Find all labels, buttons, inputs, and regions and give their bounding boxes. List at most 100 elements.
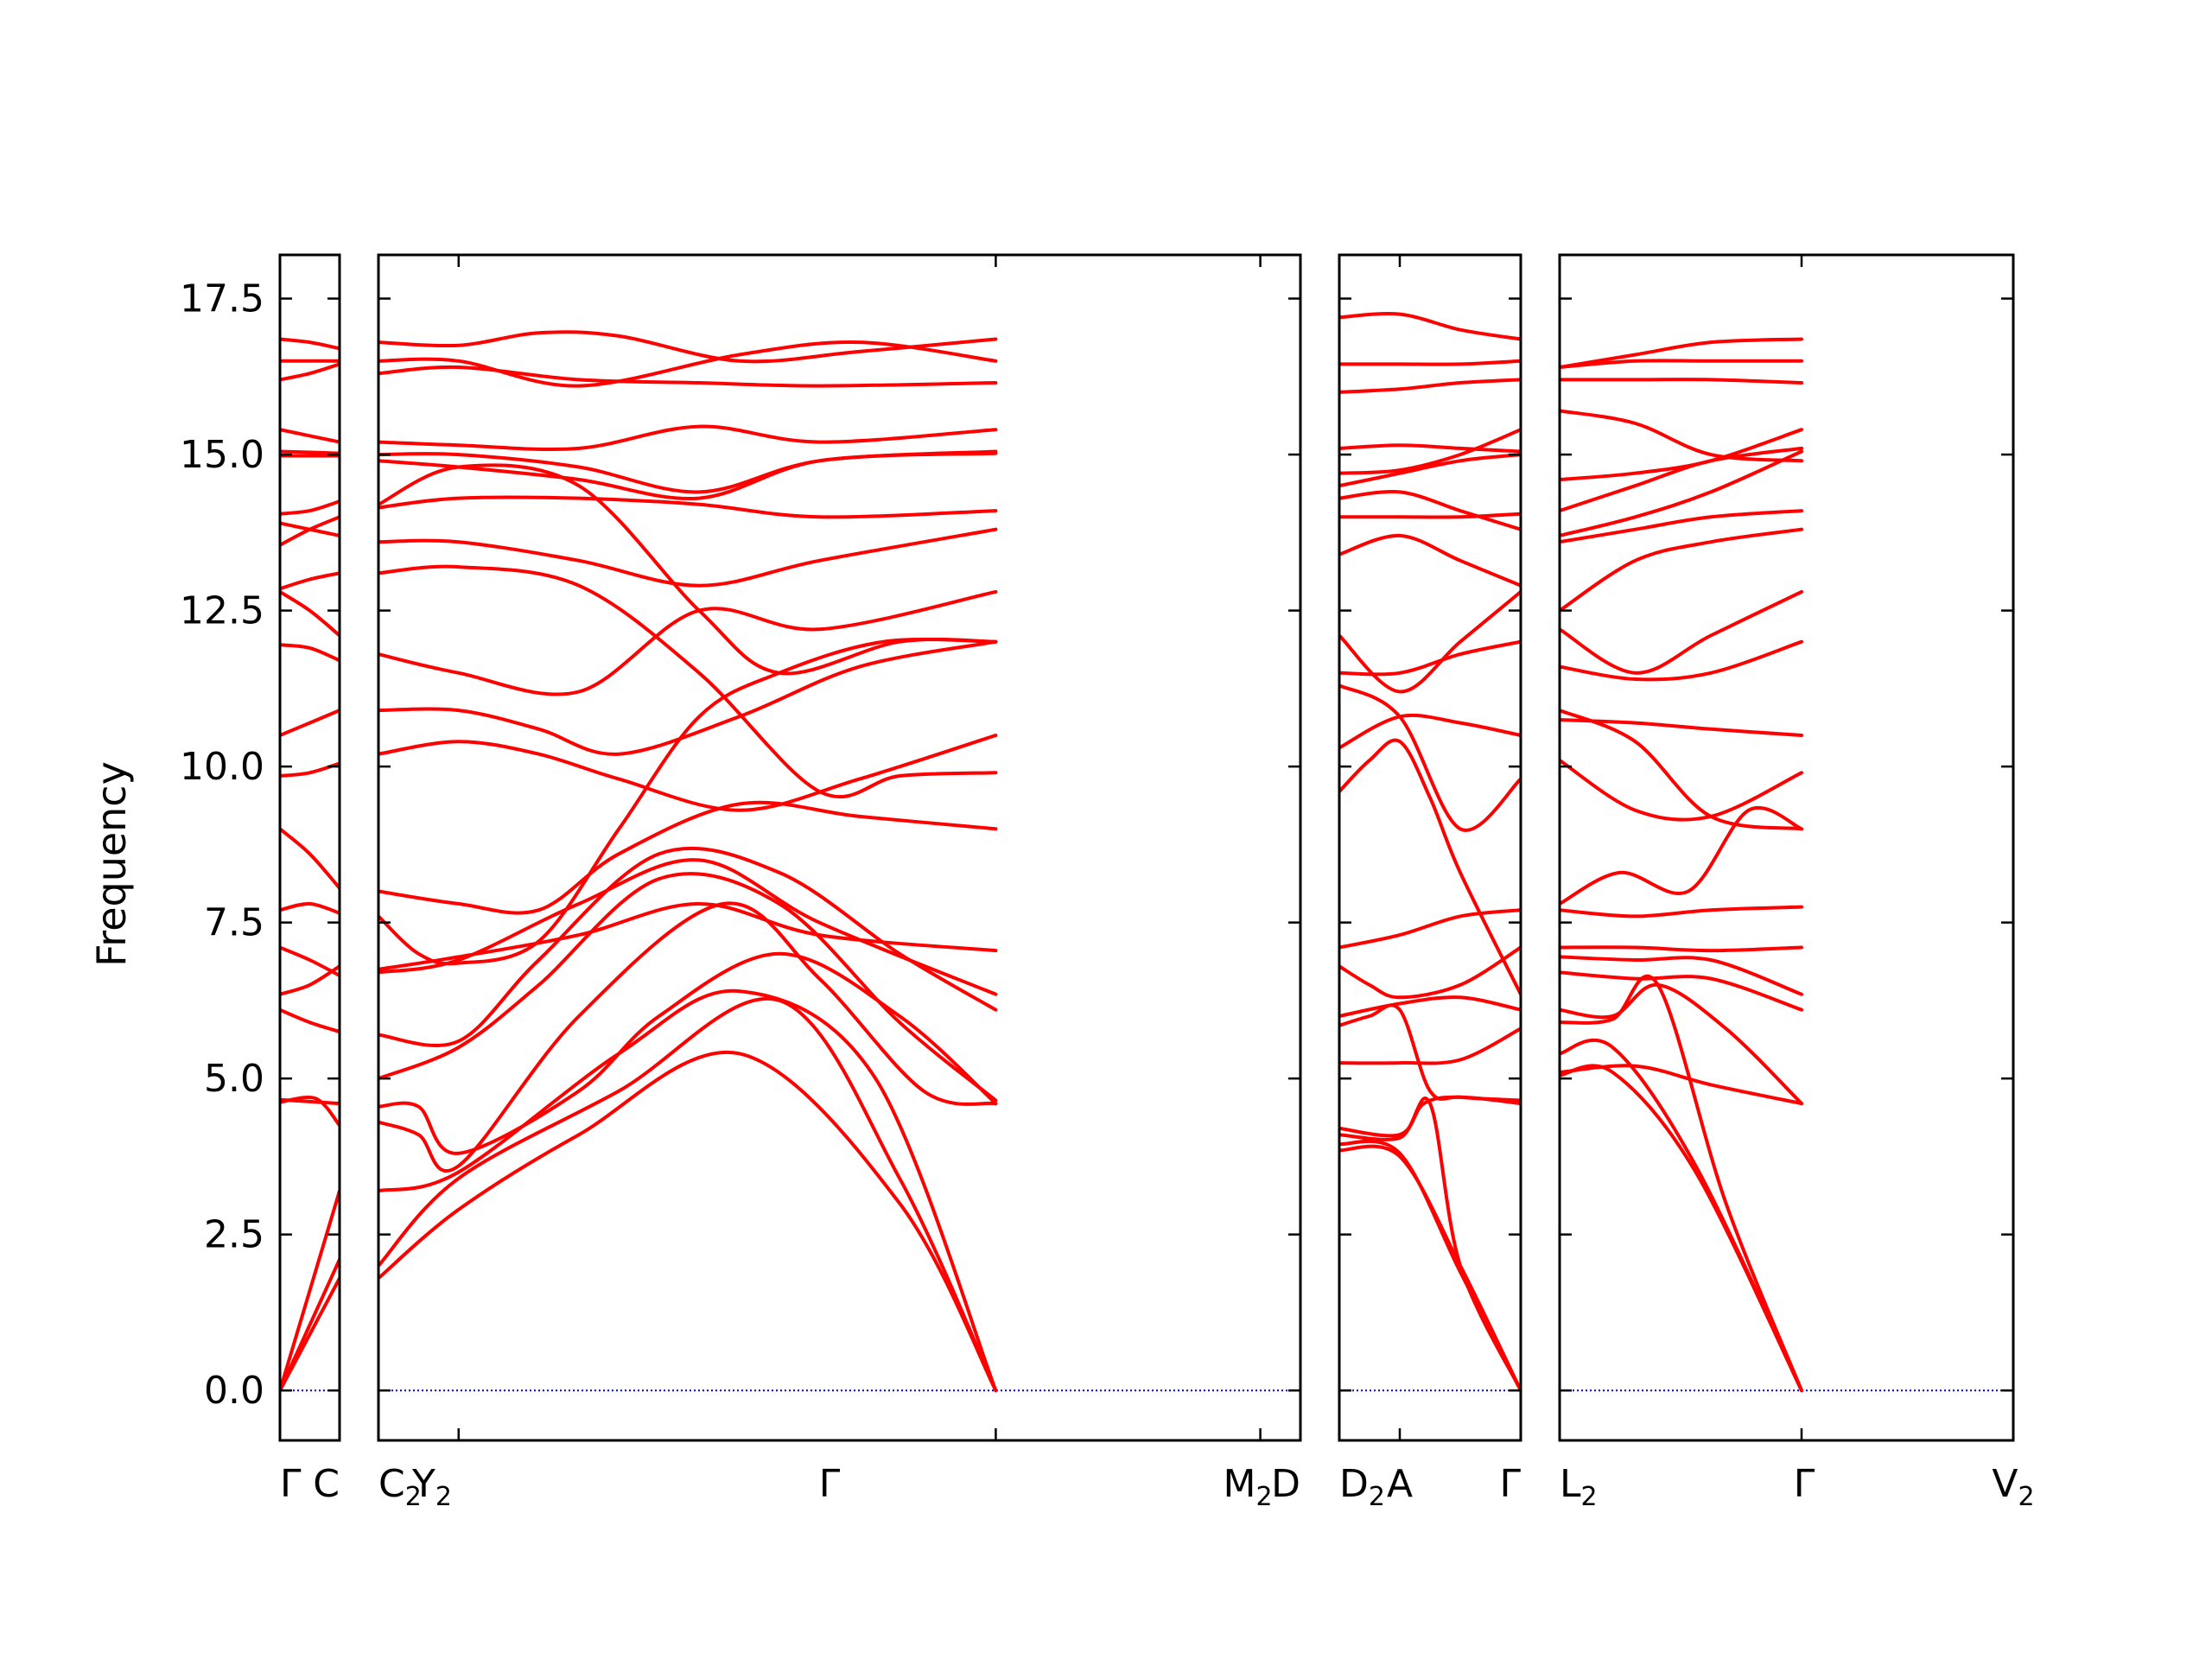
phonon-band (1339, 1027, 1521, 1065)
phonon-band (1339, 378, 1521, 394)
phonon-band (378, 902, 998, 971)
phonon-band (378, 639, 998, 756)
phonon-band (1560, 955, 1803, 996)
phonon-band (378, 872, 998, 1103)
phonon-band (1560, 945, 1803, 953)
phonon-band (378, 858, 998, 996)
panel-2 (377, 253, 1302, 1442)
phonon-band (1339, 359, 1521, 366)
phonon-band (280, 1007, 340, 1033)
phonon-band (1339, 453, 1521, 488)
panel-frame (1558, 253, 2015, 1442)
phonon-band (1339, 639, 1521, 677)
phonon-band (1560, 970, 1803, 1012)
phonon-band (1560, 428, 1803, 481)
phonon-band (378, 365, 998, 388)
phonon-band (1560, 359, 1803, 369)
phonon-band (1560, 806, 1803, 906)
y-tick-label: 5.0 (204, 1057, 264, 1101)
phonon-band (1339, 945, 1521, 1000)
phonon-band (1560, 589, 1803, 675)
phonon-band (378, 527, 998, 588)
phonon-band (1339, 443, 1521, 454)
phonon-band (280, 449, 340, 455)
y-axis-label: Frequency (88, 761, 135, 967)
phonon-band (280, 571, 340, 591)
y-tick-label: 15.0 (180, 433, 264, 477)
y-tick-label: 17.5 (180, 277, 264, 321)
phonon-band (280, 945, 340, 977)
phonon-band (1339, 683, 1521, 832)
phonon-band (280, 1189, 340, 1393)
phonon-band (1339, 589, 1521, 694)
bands (1560, 337, 2013, 1393)
phonon-band (378, 734, 998, 812)
phonon-band (378, 330, 998, 364)
phonon-band (1339, 908, 1521, 950)
phonon-band (1560, 409, 1803, 463)
phonon-band (1560, 982, 1803, 1106)
phonon-band (1560, 337, 1803, 369)
x-tick-label: M2 (1223, 1462, 1272, 1512)
phonon-band (1560, 446, 1803, 513)
phonon-band (378, 495, 998, 519)
phonon-band (378, 424, 998, 452)
phonon-band (1560, 975, 1803, 1393)
panel-frame (278, 253, 341, 1442)
panel-frame (377, 253, 1302, 1442)
y-tick-label: 10.0 (180, 745, 264, 789)
phonon-band (378, 800, 998, 915)
phonon-band (1339, 713, 1521, 750)
phonon-band (1560, 1064, 1803, 1393)
phonon-band (280, 1276, 340, 1393)
panel-4 (1558, 253, 2015, 1442)
phonon-band (1560, 758, 1803, 822)
phonon-band (1560, 509, 1803, 544)
phonon-band (378, 988, 998, 1393)
phonon-band (1339, 1096, 1521, 1393)
phonon-band (1560, 709, 1803, 831)
phonon-band (1339, 512, 1521, 519)
y-tick-label: 12.5 (180, 589, 264, 633)
phonon-band (280, 901, 340, 915)
phonon-band (1560, 639, 1803, 682)
x-tick-label: C (313, 1462, 340, 1506)
phonon-band (280, 499, 340, 516)
phonon-band (280, 643, 340, 663)
phonon-band (378, 846, 998, 1047)
phonon-band (378, 340, 998, 388)
phonon-band (280, 1097, 340, 1106)
x-tick-label: Γ (1499, 1462, 1521, 1506)
phonon-band (280, 428, 340, 444)
phonon-band (280, 589, 340, 638)
phonon-band (1339, 312, 1521, 341)
phonon-band (378, 589, 998, 696)
phonon-band (1560, 527, 1803, 613)
phonon-band (378, 1050, 998, 1393)
phonon-band (378, 638, 998, 966)
phonon-band (280, 827, 340, 890)
phonon-band (1560, 449, 1803, 537)
phonon-band (280, 761, 340, 778)
phonon-band (378, 951, 998, 1155)
bands (280, 337, 340, 1393)
phonon-band (280, 337, 340, 351)
x-tick-label: Y2 (411, 1462, 452, 1512)
panel-3 (1338, 253, 1522, 1442)
x-tick-label: V2 (1992, 1462, 2034, 1512)
y-tick-label: 2.5 (204, 1213, 264, 1257)
x-tick-label: Γ (819, 1462, 841, 1506)
panel-1 (278, 253, 341, 1442)
x-tick-label: Γ (1794, 1462, 1815, 1506)
phonon-band (378, 449, 998, 494)
phonon-band (378, 564, 998, 798)
y-tick-label: 0.0 (204, 1369, 264, 1413)
x-tick-label: A (1387, 1462, 1413, 1506)
x-tick-label: D (1271, 1462, 1300, 1506)
phonon-band (1339, 738, 1521, 996)
band-panels (278, 253, 2015, 1442)
phonon-band (1339, 533, 1521, 588)
phonon-band (378, 901, 998, 1173)
